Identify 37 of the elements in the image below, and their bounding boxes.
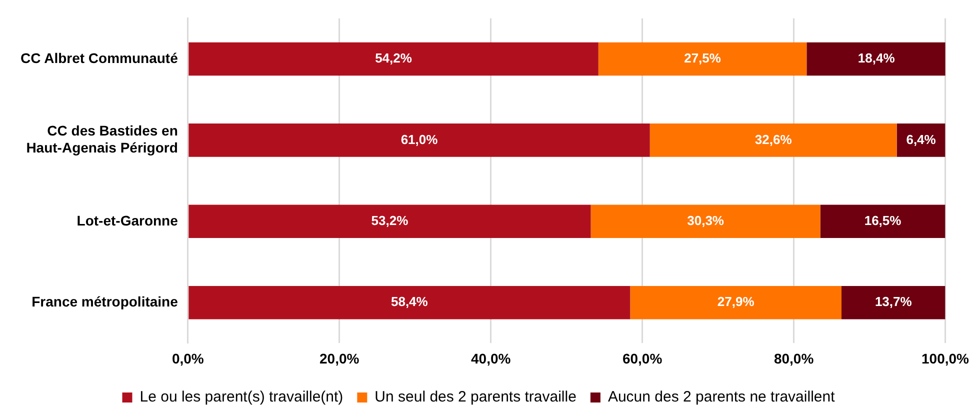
- data-label: 30,3%: [687, 212, 724, 228]
- y-tick-label: France métropolitaine: [32, 293, 178, 310]
- bar: [188, 204, 591, 238]
- bar: [806, 42, 946, 76]
- legend-label: Un seul des 2 parents travaille: [374, 388, 576, 406]
- data-label: 58,4%: [390, 294, 428, 310]
- x-tick-label: 60,0%: [622, 350, 663, 366]
- data-label: 13,7%: [874, 294, 912, 310]
- data-label: 54,2%: [375, 50, 412, 66]
- bar: [188, 124, 650, 157]
- data-label: 53,2%: [371, 212, 409, 228]
- legend-label: Aucun des 2 parents ne travaillent: [608, 388, 836, 406]
- x-tick-label: 0,0%: [172, 350, 204, 366]
- legend-label: Le ou les parent(s) travaille(nt): [140, 388, 344, 406]
- data-label: 18,4%: [858, 50, 896, 66]
- bar: [188, 286, 630, 320]
- bar: [590, 204, 820, 238]
- data-label: 6,4%: [906, 132, 936, 147]
- data-label: 27,9%: [717, 294, 755, 310]
- data-label: 16,5%: [864, 212, 902, 228]
- data-label: 32,6%: [754, 132, 792, 147]
- data-label: 61,0%: [400, 132, 438, 147]
- bar: [630, 286, 842, 320]
- data-label: 27,5%: [684, 50, 722, 66]
- bar: [842, 286, 946, 320]
- bar: [896, 124, 946, 157]
- bar: [650, 124, 897, 157]
- bar: [188, 42, 598, 76]
- x-tick-label: 80,0%: [774, 350, 814, 366]
- bar: [598, 42, 807, 76]
- x-tick-label: 100,0%: [922, 350, 970, 366]
- y-tick-label: CC des Bastides en Haut-Agenais Périgord: [26, 122, 178, 156]
- y-tick-label: Lot-et-Garonne: [76, 212, 178, 228]
- x-tick-label: 40,0%: [470, 350, 512, 366]
- y-tick-label: CC Albret Communauté: [20, 50, 178, 66]
- x-tick-label: 20,0%: [320, 350, 360, 366]
- bar: [820, 204, 946, 238]
